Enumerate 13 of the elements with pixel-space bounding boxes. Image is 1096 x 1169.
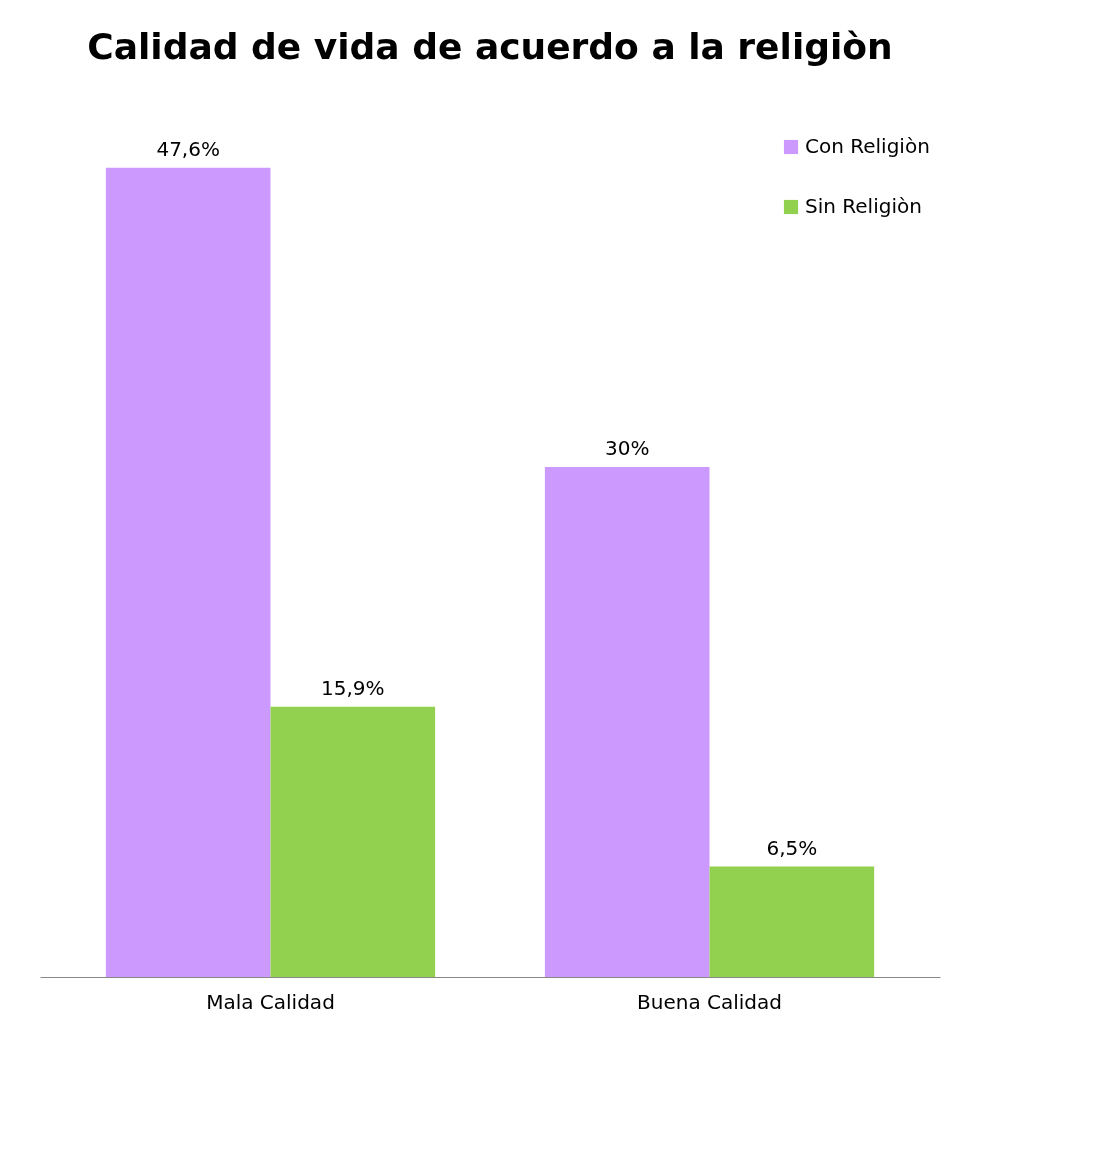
bar [709,866,875,977]
legend-label: Sin Religiòn [805,194,922,218]
x-tick-label: Buena Calidad [637,989,782,1014]
x-tick-label: Mala Calidad [206,989,335,1014]
chart-title: Calidad de vida de acuerdo a la religiòn [87,26,893,67]
data-label: 15,9% [321,675,385,700]
data-label: 30% [604,436,650,460]
data-label: 6,5% [766,835,818,860]
data-label: 47,6% [156,136,220,161]
bar [270,706,436,977]
bar [105,167,271,977]
legend-label: Con Religiòn [805,134,930,158]
bar [544,467,710,977]
